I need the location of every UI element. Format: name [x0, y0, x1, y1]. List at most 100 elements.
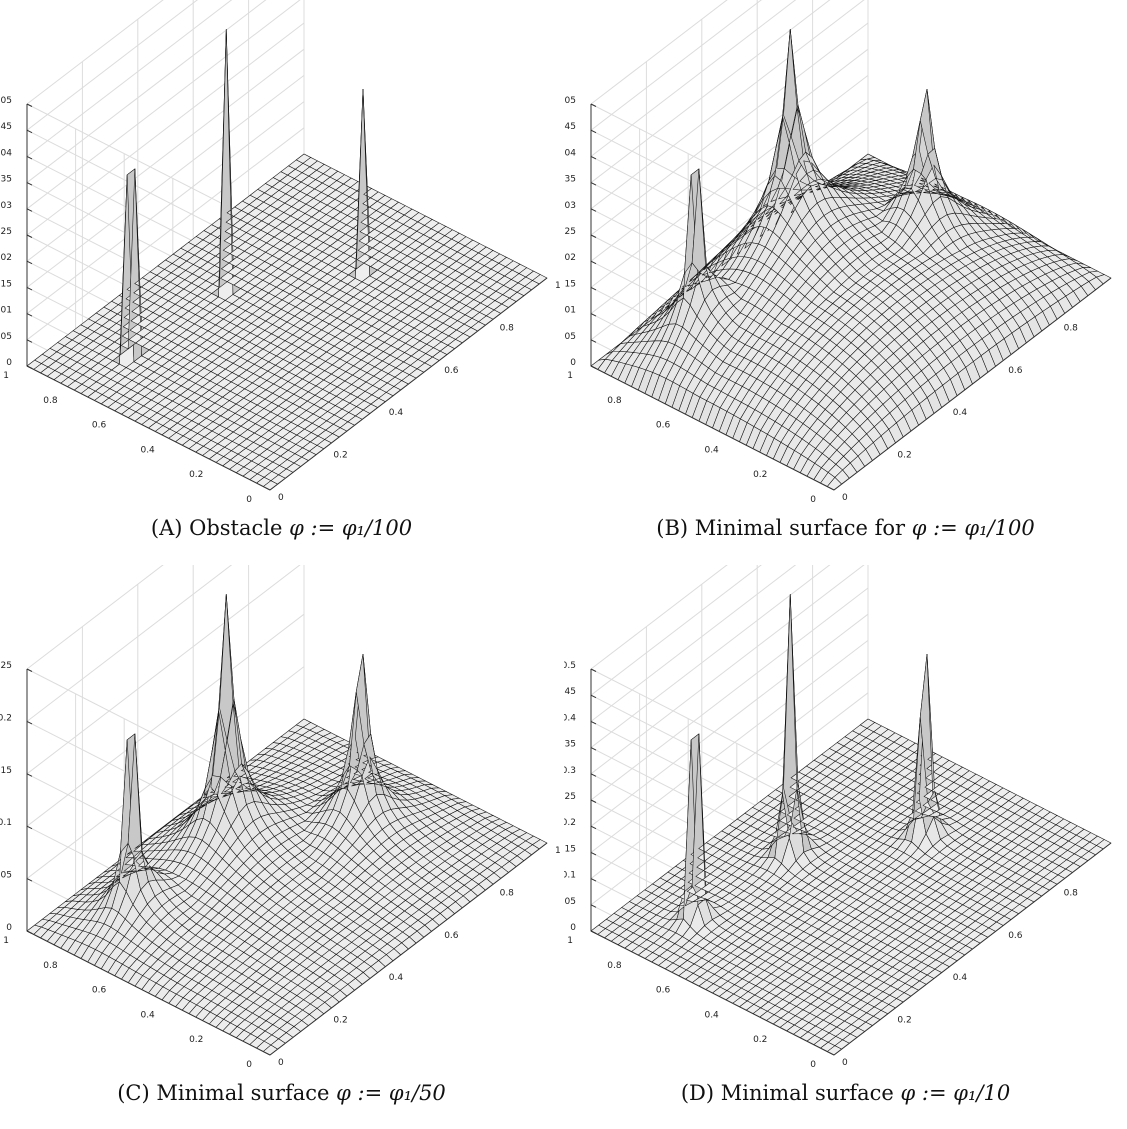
caption-c-tag: (C) — [117, 1081, 150, 1105]
panel-d: 00.050.10.150.20.250.30.350.40.450.500.2… — [564, 565, 1127, 1129]
z-tick-label: 0.05 — [0, 96, 12, 106]
z-tick-label: 0.04 — [0, 148, 12, 158]
y-tick-label: 0 — [246, 495, 252, 505]
y-tick-label: 1 — [567, 371, 573, 381]
x-tick-label: 0.8 — [500, 323, 515, 333]
surface-mesh — [590, 28, 1112, 491]
surface-plot-c: 00.050.10.150.20.2500.20.40.60.8100.20.4… — [0, 565, 561, 1070]
x-axis-line — [269, 842, 548, 1056]
caption-a-tag: (A) — [150, 516, 183, 540]
y-axis-line — [26, 930, 271, 1056]
z-tick — [26, 103, 33, 107]
z-tick — [26, 720, 33, 725]
z-tick-label: 0.04 — [564, 148, 576, 158]
y-tick-label: 1 — [3, 371, 9, 381]
y-tick-label: 0.4 — [704, 445, 719, 455]
z-tick — [590, 365, 597, 369]
z-tick — [590, 129, 597, 134]
z-tick — [26, 313, 33, 317]
z-tick — [590, 260, 597, 265]
z-tick-label: 0.045 — [564, 122, 576, 132]
z-tick-label: 0.015 — [0, 279, 12, 289]
x-tick-label: 0.6 — [444, 931, 459, 941]
surface-plot-a: 00.0050.010.0150.020.0250.030.0350.040.0… — [0, 0, 561, 505]
z-tick — [590, 339, 597, 343]
z-tick — [26, 129, 33, 134]
z-tick-label: 0 — [6, 358, 12, 368]
panel-a: 00.0050.010.0150.020.0250.030.0350.040.0… — [0, 0, 563, 564]
tick-labels: 00.050.10.150.20.2500.20.40.60.8100.20.4… — [0, 661, 561, 1070]
z-tick — [590, 313, 597, 317]
z-tick-label: 0.03 — [0, 201, 12, 211]
tick-labels: 00.0050.010.0150.020.0250.030.0350.040.0… — [0, 96, 561, 505]
x-tick-label: 1 — [555, 846, 561, 856]
x-tick-label: 0.2 — [333, 1016, 347, 1026]
y-tick-label: 0.8 — [43, 961, 58, 971]
z-tick — [26, 155, 33, 160]
z-tick — [26, 878, 33, 882]
x-tick-label: 0.6 — [444, 366, 459, 376]
surface-plot-d: 00.050.10.150.20.250.30.350.40.450.500.2… — [564, 565, 1112, 1070]
z-tick — [26, 286, 33, 291]
z-tick-label: 0.15 — [0, 766, 12, 776]
x-axis-line — [833, 277, 1112, 491]
y-tick-label: 0.6 — [656, 421, 671, 431]
tick-labels: 00.0050.010.0150.020.0250.030.0350.040.0… — [564, 96, 1078, 505]
z-tick — [590, 234, 597, 238]
surface-plot-b: 00.0050.010.0150.020.0250.030.0350.040.0… — [564, 0, 1112, 505]
y-tick-label: 0.4 — [140, 445, 155, 455]
z-tick-label: 0 — [570, 358, 576, 368]
z-tick — [26, 339, 33, 343]
z-tick-label: 0.25 — [0, 661, 12, 671]
caption-b-text: Minimal surface for — [694, 516, 912, 540]
x-tick-label: 0 — [842, 493, 848, 503]
z-tick-label: 0.025 — [564, 227, 576, 237]
z-tick — [26, 365, 33, 369]
z-tick — [26, 930, 33, 934]
x-tick-label: 0.2 — [333, 451, 347, 461]
z-tick-label: 0 — [6, 923, 12, 933]
z-tick-label: 0.045 — [0, 122, 12, 132]
x-tick-label: 0.4 — [389, 408, 404, 418]
z-tick-label: 0.05 — [564, 96, 576, 106]
surface-mesh — [26, 593, 548, 1056]
panel-c: 00.050.10.150.20.2500.20.40.60.8100.20.4… — [0, 565, 563, 1129]
caption-b: (B) Minimal surface for φ := φ₁/100 — [564, 516, 1127, 540]
caption-c-text: Minimal surface — [156, 1081, 337, 1105]
z-tick — [590, 208, 597, 212]
x-tick-label: 0 — [278, 1058, 284, 1068]
z-tick-label: 0.025 — [0, 227, 12, 237]
y-tick-label: 0 — [810, 495, 816, 505]
z-tick — [590, 155, 597, 160]
surface-mesh — [590, 593, 1112, 1056]
z-tick-label: 0.01 — [564, 306, 576, 316]
x-tick-label: 0 — [278, 493, 284, 503]
caption-b-tag: (B) — [656, 516, 689, 540]
y-tick-label: 0 — [246, 1060, 252, 1070]
z-tick — [590, 182, 597, 186]
surface-mesh — [26, 28, 548, 491]
y-tick-label: 0.2 — [753, 470, 767, 480]
z-tick-label: 0.2 — [0, 713, 12, 723]
z-tick — [26, 260, 33, 265]
x-tick-label: 0.2 — [897, 451, 911, 461]
z-tick-label: 0.02 — [0, 253, 12, 263]
z-tick — [26, 182, 33, 186]
y-tick-label: 1 — [3, 936, 9, 946]
z-tick-label: 0.005 — [564, 332, 576, 342]
caption-a: (A) Obstacle φ := φ₁/100 — [0, 516, 563, 540]
caption-a-math: φ := φ₁/100 — [289, 516, 413, 540]
x-tick-label: 1 — [555, 281, 561, 291]
y-tick-label: 0.8 — [43, 396, 58, 406]
x-tick-label: 0.8 — [500, 888, 515, 898]
z-tick-label: 0.035 — [0, 175, 12, 185]
y-axis-line — [26, 365, 271, 491]
z-tick — [26, 208, 33, 212]
z-tick-label: 0.015 — [564, 279, 576, 289]
z-tick — [26, 234, 33, 238]
z-tick-label: 0.02 — [564, 253, 576, 263]
y-tick-label: 0.8 — [607, 396, 622, 406]
y-tick-label: 0.6 — [92, 421, 107, 431]
panel-b: 00.0050.010.0150.020.0250.030.0350.040.0… — [564, 0, 1127, 564]
z-tick-label: 0.005 — [0, 332, 12, 342]
